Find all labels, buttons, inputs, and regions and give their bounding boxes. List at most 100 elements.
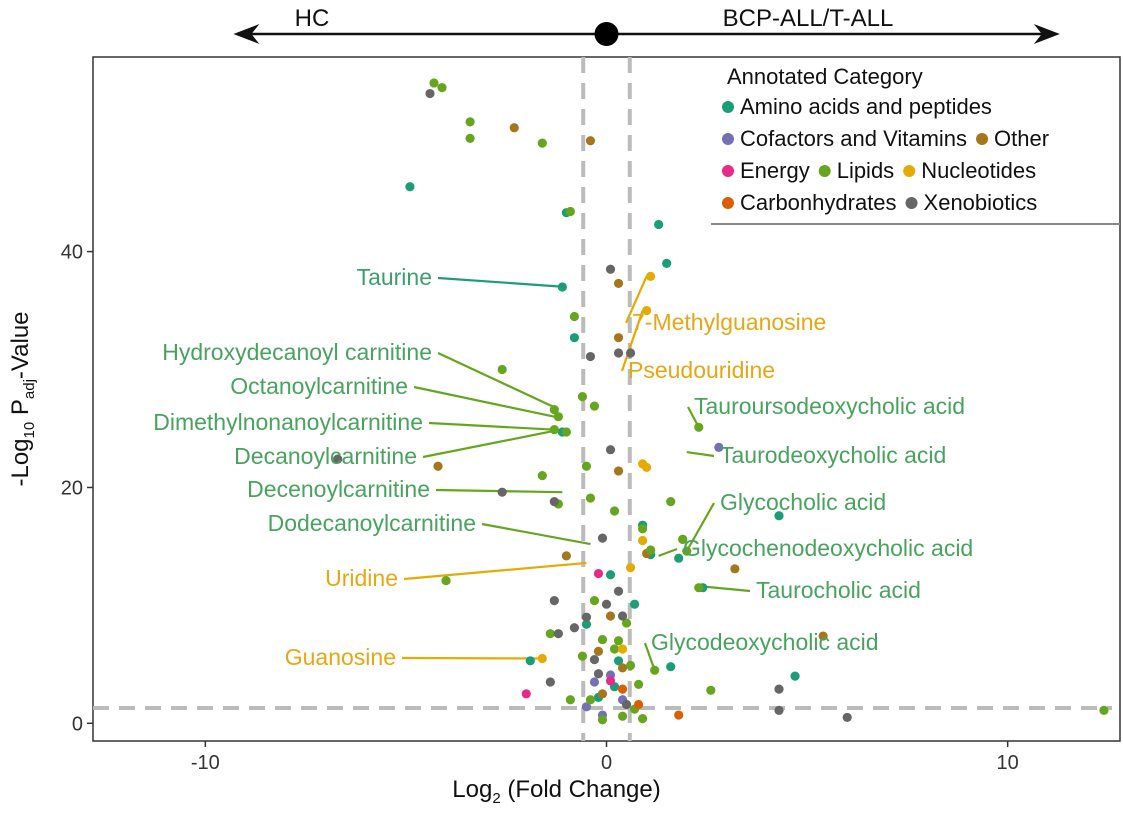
point bbox=[538, 471, 547, 480]
annotation-label: Glycocholic acid bbox=[720, 489, 886, 515]
annotation-labels: Taurine7-MethylguanosinePseudouridineHyd… bbox=[153, 264, 973, 670]
annotation-connector bbox=[438, 278, 566, 287]
y-tick-label: 40 bbox=[61, 242, 83, 264]
point bbox=[586, 352, 595, 361]
point bbox=[562, 551, 571, 560]
point bbox=[590, 596, 599, 605]
point bbox=[546, 677, 555, 686]
point bbox=[666, 662, 675, 671]
x-axis-title-log: Log bbox=[452, 776, 492, 803]
annotation-connector bbox=[423, 431, 554, 457]
point bbox=[562, 427, 571, 436]
point bbox=[466, 117, 475, 126]
point bbox=[662, 259, 671, 268]
y-axis-title-sub1: 10 bbox=[21, 422, 38, 439]
point bbox=[626, 661, 635, 670]
point bbox=[674, 554, 683, 563]
legend-label: Cofactors and Vitamins bbox=[740, 126, 967, 151]
direction-left-label: HC bbox=[295, 5, 330, 32]
annotation-connector bbox=[703, 587, 750, 591]
point bbox=[614, 279, 623, 288]
point bbox=[730, 564, 739, 573]
y-axis-title: -Log10 Padj-Value bbox=[7, 311, 38, 486]
annotation-connector bbox=[404, 563, 586, 579]
annotation-label: Taurocholic acid bbox=[756, 577, 921, 603]
x-axis-title-sub: 2 bbox=[492, 790, 500, 807]
point bbox=[618, 611, 627, 620]
point bbox=[618, 663, 627, 672]
annotation-connector bbox=[414, 387, 554, 417]
x-tick-label: -10 bbox=[191, 752, 220, 774]
point bbox=[578, 651, 587, 660]
direction-arrow: HC BCP-ALL/T-ALL bbox=[233, 5, 1059, 46]
legend-key bbox=[722, 165, 734, 177]
point bbox=[429, 78, 438, 87]
point bbox=[626, 563, 635, 572]
point bbox=[586, 695, 595, 704]
point bbox=[598, 635, 607, 644]
annotation-label: Dodecanoylcarnitine bbox=[268, 510, 476, 536]
point bbox=[433, 462, 442, 471]
point bbox=[538, 138, 547, 147]
annotation-label: Octanoylcarnitine bbox=[230, 373, 408, 399]
point bbox=[570, 623, 579, 632]
point bbox=[590, 401, 599, 410]
x-axis-title-rest: (Fold Change) bbox=[501, 776, 661, 803]
point bbox=[590, 677, 599, 686]
legend-label: Carbonhydrates bbox=[740, 190, 897, 215]
point bbox=[638, 714, 647, 723]
point bbox=[706, 686, 715, 695]
legend-key bbox=[722, 197, 734, 209]
legend-key bbox=[906, 197, 918, 209]
x-axis-title: Log2 (Fold Change) bbox=[452, 776, 660, 807]
annotation-connector bbox=[659, 549, 677, 556]
point bbox=[594, 669, 603, 678]
point bbox=[774, 706, 783, 715]
point bbox=[638, 524, 647, 533]
point bbox=[843, 713, 852, 722]
legend-label: Nucleotides bbox=[921, 158, 1036, 183]
point bbox=[610, 644, 619, 653]
point bbox=[614, 466, 623, 475]
point bbox=[582, 462, 591, 471]
point bbox=[550, 425, 559, 434]
annotation-connector bbox=[687, 452, 714, 456]
point bbox=[642, 463, 651, 472]
point bbox=[606, 265, 615, 274]
legend-key bbox=[722, 133, 734, 145]
point bbox=[466, 134, 475, 143]
point bbox=[634, 680, 643, 689]
point bbox=[586, 136, 595, 145]
point bbox=[610, 506, 619, 515]
annotation-label: Glycodeoxycholic acid bbox=[651, 629, 879, 655]
point bbox=[790, 672, 799, 681]
point bbox=[594, 647, 603, 656]
point bbox=[618, 712, 627, 721]
annotation-label: Pseudouridine bbox=[628, 357, 775, 383]
legend-key bbox=[722, 101, 734, 113]
legend-label: Energy bbox=[740, 158, 810, 183]
point bbox=[614, 587, 623, 596]
point bbox=[646, 272, 655, 281]
point bbox=[618, 644, 627, 653]
point bbox=[666, 497, 675, 506]
point bbox=[546, 629, 555, 638]
point bbox=[638, 536, 647, 545]
legend-label: Xenobiotics bbox=[924, 190, 1038, 215]
point bbox=[598, 534, 607, 543]
annotation-label: Dimethylnonanoylcarnitine bbox=[153, 409, 423, 435]
point bbox=[606, 611, 615, 620]
point bbox=[646, 545, 655, 554]
annotation-label: 7-Methylguanosine bbox=[632, 309, 826, 335]
direction-arrow-center-dot bbox=[595, 22, 619, 46]
point bbox=[634, 700, 643, 709]
point bbox=[538, 654, 547, 663]
x-tick-label: 10 bbox=[997, 752, 1019, 774]
point bbox=[550, 497, 559, 506]
legend-key bbox=[976, 133, 988, 145]
point bbox=[1099, 706, 1108, 715]
legend: Annotated Category Amino acids and pepti… bbox=[711, 64, 1120, 224]
point bbox=[522, 689, 531, 698]
point bbox=[622, 700, 631, 709]
